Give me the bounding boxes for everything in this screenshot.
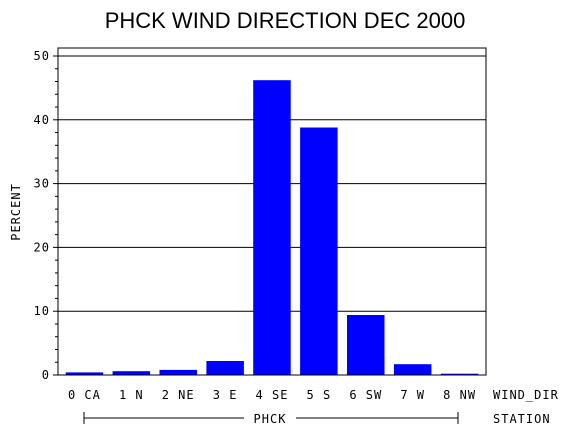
y-tick-label: 0 bbox=[42, 368, 50, 382]
bar bbox=[253, 80, 291, 375]
y-tick-label: 30 bbox=[34, 177, 50, 191]
bars bbox=[65, 80, 479, 375]
bar bbox=[112, 371, 151, 375]
x-tick-label: 0 CA bbox=[68, 388, 101, 402]
plot-frame bbox=[57, 47, 487, 376]
y-tick-label: 20 bbox=[34, 240, 50, 254]
x-tick-label: 2 NE bbox=[162, 388, 195, 402]
bar bbox=[65, 372, 104, 375]
x-tick-label: 7 W bbox=[400, 388, 425, 402]
bar bbox=[347, 315, 385, 375]
group-label: PHCK bbox=[254, 412, 287, 426]
x-tick-label: 4 SE bbox=[256, 388, 289, 402]
x-tick-label: 8 NW bbox=[443, 388, 476, 402]
bar bbox=[393, 364, 432, 375]
group-label-bg bbox=[244, 410, 296, 426]
x-tick-label: 5 S bbox=[307, 388, 332, 402]
y-tick-label: 50 bbox=[34, 49, 50, 63]
x-tick-labels: 0 CA 1 N 2 NE 3 E 4 SE 5 S 6 SW 7 W 8 NW bbox=[68, 388, 476, 402]
y-tick-label: 10 bbox=[34, 304, 50, 318]
x-tick-label: 3 E bbox=[213, 388, 238, 402]
y-tick-label: 40 bbox=[34, 113, 50, 127]
x-tick-label: 1 N bbox=[119, 388, 144, 402]
bar bbox=[440, 373, 479, 375]
bar bbox=[206, 361, 244, 375]
group-axis-label: STATION bbox=[493, 412, 551, 426]
x-tick-label: 6 SW bbox=[349, 388, 382, 402]
y-axis: 0 10 20 30 40 50 bbox=[34, 49, 58, 382]
y-axis-label: PERCENT bbox=[9, 183, 23, 241]
bar bbox=[159, 369, 197, 375]
bar bbox=[300, 127, 338, 375]
chart-title: PHCK WIND DIRECTION DEC 2000 bbox=[105, 8, 466, 33]
x-axis-label: WIND_DIR bbox=[493, 388, 559, 402]
